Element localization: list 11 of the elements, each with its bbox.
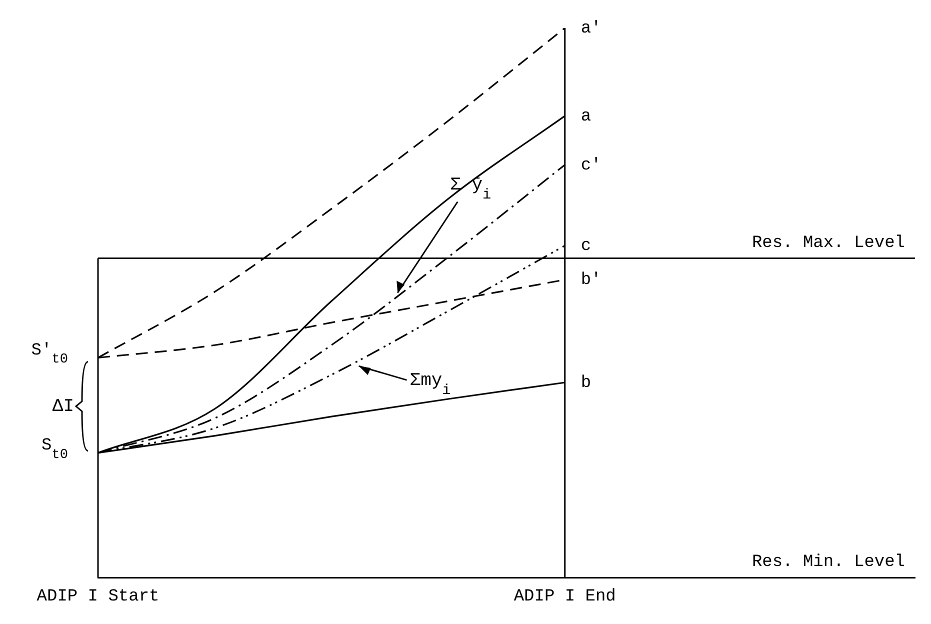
series-label: c <box>580 237 592 256</box>
series-label: c' <box>580 156 602 176</box>
x-tick-label: ADIP I End <box>514 587 616 606</box>
series-label: a' <box>580 20 602 38</box>
series-label: b' <box>580 271 602 290</box>
series-label: a <box>580 107 592 126</box>
series-label: b <box>580 374 592 393</box>
annotation: Res. Min. Level <box>752 553 906 572</box>
text: ΔI <box>52 397 74 418</box>
ref-line-label: Res. Max. Level <box>752 234 906 253</box>
x-tick-label: ADIP I Start <box>36 587 160 606</box>
